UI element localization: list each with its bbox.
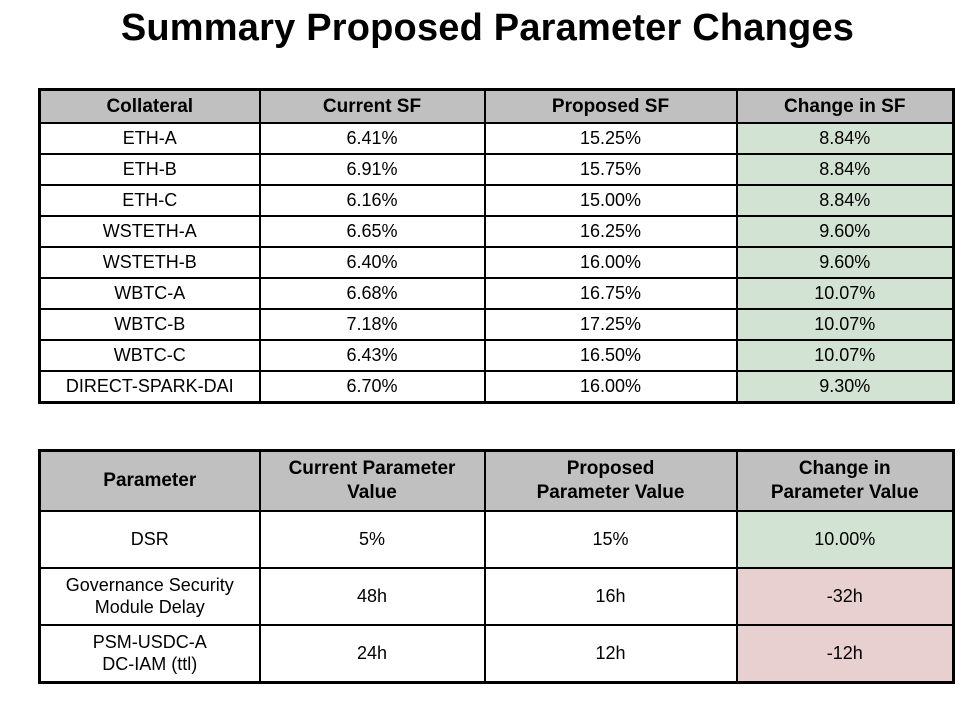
header-line: Value bbox=[347, 482, 397, 503]
header-proposed-parameter-value: Proposed Parameter Value bbox=[483, 449, 738, 512]
current-sf-value: 7.18% bbox=[258, 308, 486, 341]
proposed-sf-value: 17.25% bbox=[483, 308, 738, 341]
proposed-parameter-value: 16h bbox=[483, 567, 738, 626]
proposed-sf-value: 15.00% bbox=[483, 184, 738, 217]
change-sf-value: 8.84% bbox=[735, 122, 955, 155]
current-sf-value: 6.91% bbox=[258, 153, 486, 186]
change-sf-value: 9.60% bbox=[735, 246, 955, 279]
header-change-in-sf: Change in SF bbox=[735, 88, 955, 124]
proposed-sf-value: 16.25% bbox=[483, 215, 738, 248]
proposed-sf-value: 16.00% bbox=[483, 246, 738, 279]
change-parameter-value: -32h bbox=[735, 567, 955, 626]
table-row: WSTETH-B 6.40% 16.00% 9.60% bbox=[38, 246, 955, 279]
change-sf-value: 9.30% bbox=[735, 370, 955, 404]
parameter-name-line: Governance Security bbox=[65, 574, 234, 595]
current-parameter-value: 48h bbox=[258, 567, 486, 626]
change-parameter-value: 10.00% bbox=[735, 510, 955, 569]
proposed-sf-value: 16.75% bbox=[483, 277, 738, 310]
proposed-parameter-value: 12h bbox=[483, 624, 738, 684]
parameter-name-line: PSM-USDC-A bbox=[92, 631, 207, 652]
header-line: Change in bbox=[798, 458, 891, 480]
current-sf-value: 6.65% bbox=[258, 215, 486, 248]
proposed-sf-value: 16.00% bbox=[483, 370, 738, 404]
change-sf-value: 8.84% bbox=[735, 184, 955, 217]
change-sf-value: 10.07% bbox=[735, 308, 955, 341]
parameter-table: Parameter Current Parameter Value Propos… bbox=[38, 449, 955, 684]
header-line: Parameter bbox=[103, 470, 197, 492]
current-sf-value: 6.70% bbox=[258, 370, 486, 404]
current-sf-value: 6.41% bbox=[258, 122, 486, 155]
parameter-name: PSM-USDC-A DC-IAM (ttl) bbox=[38, 624, 261, 684]
table-row: ETH-C 6.16% 15.00% 8.84% bbox=[38, 184, 955, 217]
collateral-name: WSTETH-A bbox=[38, 215, 261, 248]
collateral-sf-table: Collateral Current SF Proposed SF Change… bbox=[38, 88, 955, 404]
parameter-name: Governance Security Module Delay bbox=[38, 567, 261, 626]
current-parameter-value: 5% bbox=[258, 510, 486, 569]
table-row: WBTC-A 6.68% 16.75% 10.07% bbox=[38, 277, 955, 310]
collateral-name: WBTC-C bbox=[38, 339, 261, 372]
table-row: DIRECT-SPARK-DAI 6.70% 16.00% 9.30% bbox=[38, 370, 955, 404]
parameter-name-line: Module Delay bbox=[94, 596, 205, 617]
parameter-name: DSR bbox=[38, 510, 261, 569]
collateral-name: ETH-C bbox=[38, 184, 261, 217]
collateral-name: ETH-B bbox=[38, 153, 261, 186]
table-row: ETH-A 6.41% 15.25% 8.84% bbox=[38, 122, 955, 155]
header-change-in-parameter-value: Change in Parameter Value bbox=[735, 449, 955, 512]
table-row: Governance Security Module Delay 48h 16h… bbox=[38, 567, 955, 626]
table-row: WSTETH-A 6.65% 16.25% 9.60% bbox=[38, 215, 955, 248]
proposed-sf-value: 15.75% bbox=[483, 153, 738, 186]
change-sf-value: 10.07% bbox=[735, 339, 955, 372]
parameter-name-line: DSR bbox=[130, 528, 169, 549]
header-parameter: Parameter bbox=[38, 449, 261, 512]
table-row: WBTC-B 7.18% 17.25% 10.07% bbox=[38, 308, 955, 341]
current-sf-value: 6.43% bbox=[258, 339, 486, 372]
current-sf-value: 6.40% bbox=[258, 246, 486, 279]
table-row: ETH-B 6.91% 15.75% 8.84% bbox=[38, 153, 955, 186]
collateral-name: DIRECT-SPARK-DAI bbox=[38, 370, 261, 404]
table-row: DSR 5% 15% 10.00% bbox=[38, 510, 955, 569]
change-sf-value: 10.07% bbox=[735, 277, 955, 310]
change-sf-value: 9.60% bbox=[735, 215, 955, 248]
table-row: WBTC-C 6.43% 16.50% 10.07% bbox=[38, 339, 955, 372]
collateral-name: WBTC-B bbox=[38, 308, 261, 341]
collateral-name: WSTETH-B bbox=[38, 246, 261, 279]
page-title: Summary Proposed Parameter Changes bbox=[120, 7, 855, 49]
header-current-parameter-value: Current Parameter Value bbox=[258, 449, 486, 512]
header-collateral: Collateral bbox=[38, 88, 261, 124]
header-line: Proposed bbox=[566, 458, 655, 480]
proposed-sf-value: 15.25% bbox=[483, 122, 738, 155]
header-line: Parameter Value bbox=[770, 482, 919, 503]
parameter-name-line: DC-IAM (ttl) bbox=[102, 653, 198, 674]
collateral-name: WBTC-A bbox=[38, 277, 261, 310]
proposed-parameter-value: 15% bbox=[483, 510, 738, 569]
header-proposed-sf: Proposed SF bbox=[483, 88, 738, 124]
current-sf-value: 6.68% bbox=[258, 277, 486, 310]
parameter-header-row: Parameter Current Parameter Value Propos… bbox=[38, 449, 955, 512]
header-line: Current Parameter bbox=[288, 458, 456, 480]
collateral-name: ETH-A bbox=[38, 122, 261, 155]
change-parameter-value: -12h bbox=[735, 624, 955, 684]
change-sf-value: 8.84% bbox=[735, 153, 955, 186]
proposed-sf-value: 16.50% bbox=[483, 339, 738, 372]
current-parameter-value: 24h bbox=[258, 624, 486, 684]
header-current-sf: Current SF bbox=[258, 88, 486, 124]
table-row: PSM-USDC-A DC-IAM (ttl) 24h 12h -12h bbox=[38, 624, 955, 684]
current-sf-value: 6.16% bbox=[258, 184, 486, 217]
header-line: Parameter Value bbox=[536, 482, 685, 503]
collateral-header-row: Collateral Current SF Proposed SF Change… bbox=[38, 88, 955, 124]
